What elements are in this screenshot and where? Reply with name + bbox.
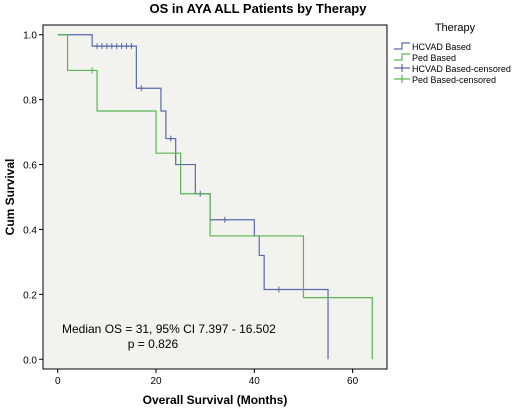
series-ped-based <box>57 34 373 360</box>
plot-area <box>42 24 388 370</box>
censor-mark <box>128 43 135 50</box>
legend-label: Ped Based <box>412 53 456 63</box>
x-tick-label: 60 <box>347 376 359 387</box>
y-tick-label: 1.0 <box>23 31 37 42</box>
annotation-p-value: p = 0.826 <box>128 337 179 351</box>
legend-item-hcvad-censored: HCVAD Based-censored <box>394 64 511 74</box>
series-layer <box>57 34 373 360</box>
legend-title: Therapy <box>435 22 476 34</box>
legend-item-ped-based: Ped Based <box>394 53 456 63</box>
x-tick-label: 20 <box>150 376 162 387</box>
y-tick-label: 0.4 <box>23 225 37 236</box>
legend-step-swatch <box>394 53 410 61</box>
x-axis: 0 20 40 60 <box>55 369 359 387</box>
y-tick-label: 0.6 <box>23 161 37 172</box>
censor-mark <box>138 85 145 92</box>
y-tick-label: 0.2 <box>23 290 37 301</box>
y-axis-label: Cum Survival <box>3 159 17 236</box>
x-tick-label: 0 <box>55 376 61 387</box>
censor-mark <box>221 216 228 223</box>
legend-step-swatch <box>394 42 410 50</box>
x-tick-label: 40 <box>249 376 261 387</box>
censor-mark <box>167 135 174 142</box>
legend-item-ped-censored: Ped Based-censored <box>394 75 496 85</box>
chart-title: OS in AYA ALL Patients by Therapy <box>150 1 368 16</box>
legend-label: HCVAD Based <box>412 42 471 52</box>
legend-label: Ped Based-censored <box>412 75 496 85</box>
annotation-median: Median OS = 31, 95% CI 7.397 - 16.502 <box>62 322 276 336</box>
y-tick-label: 0.0 <box>23 355 37 366</box>
legend-censor-swatch <box>394 64 410 72</box>
x-axis-label: Overall Survival (Months) <box>143 393 288 407</box>
legend-label: HCVAD Based-censored <box>412 64 511 74</box>
y-axis: 0.0 0.2 0.4 0.6 0.8 1.0 <box>23 31 43 366</box>
survival-curve <box>57 34 329 360</box>
legend-censor-swatch <box>394 75 410 83</box>
censor-mark <box>89 67 96 74</box>
legend-item-hcvad-based: HCVAD Based <box>394 42 471 52</box>
censor-mark <box>275 286 282 293</box>
survival-curve <box>57 34 373 360</box>
y-tick-label: 0.8 <box>23 96 37 107</box>
